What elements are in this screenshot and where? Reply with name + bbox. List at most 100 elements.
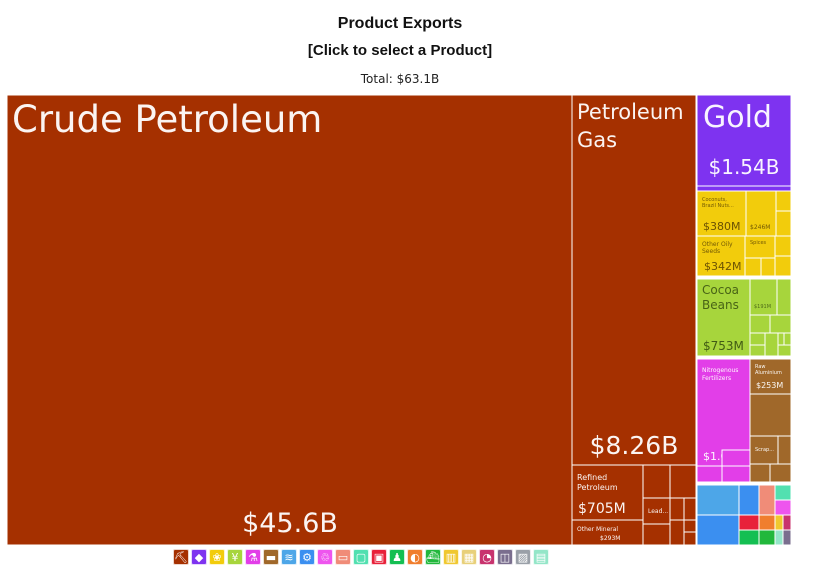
- label-cocoa-beans: Beans: [702, 298, 739, 312]
- clothing-icon[interactable]: ♟: [389, 549, 405, 565]
- tile-textiles[interactable]: [696, 484, 740, 516]
- tile-coconuts[interactable]: [696, 190, 747, 237]
- tile-raw-aluminium[interactable]: [749, 358, 792, 395]
- value-other-oily-seeds: $342M: [704, 260, 742, 273]
- tile-veg-246[interactable]: [745, 190, 777, 237]
- tile-scrap[interactable]: [749, 435, 779, 465]
- tile-transport[interactable]: [758, 529, 776, 546]
- label-refined-petroleum: Petroleum: [577, 483, 618, 492]
- mineral-products-icon[interactable]: ⛏: [173, 549, 189, 565]
- label-other-oily-seeds: Other Oily: [702, 241, 733, 248]
- value-petroleum-gas: $8.26B: [590, 431, 679, 460]
- label-other-mineral: Other Mineral: [577, 526, 618, 533]
- tile-food-small-8[interactable]: [783, 332, 792, 346]
- chemical-products-icon[interactable]: ⚗: [245, 549, 261, 565]
- tile-mineral-small-2[interactable]: [669, 497, 685, 521]
- foodstuffs-icon[interactable]: ¥: [227, 549, 243, 565]
- tile-clothing[interactable]: [738, 529, 760, 546]
- label-coconuts: Brazil Nuts...: [702, 203, 734, 209]
- tile-food-small-5[interactable]: [749, 344, 766, 357]
- instruments-icon[interactable]: ▣: [371, 549, 387, 565]
- tile-other-mineral[interactable]: [571, 519, 644, 546]
- plastics-icon[interactable]: ♲: [317, 549, 333, 565]
- wood-products-icon[interactable]: ▭: [335, 549, 351, 565]
- tile-veg-small-1[interactable]: [775, 190, 792, 212]
- tile-veg-small-5[interactable]: [774, 235, 792, 257]
- tile-hides[interactable]: [758, 514, 776, 531]
- animal-products-icon[interactable]: ▤: [533, 549, 549, 565]
- chart-title: Product Exports: [337, 15, 463, 32]
- transportation-icon[interactable]: ⛴: [425, 549, 441, 565]
- tile-plastics[interactable]: [774, 499, 792, 516]
- tile-chem-small-2[interactable]: [721, 465, 751, 483]
- tile-animal-products[interactable]: [774, 529, 784, 546]
- tile-veg-small-4[interactable]: [760, 257, 776, 277]
- tile-veg-small-3[interactable]: [744, 257, 762, 277]
- tile-weapons[interactable]: [782, 529, 792, 546]
- tile-food-small-7[interactable]: [777, 332, 785, 346]
- tile-food-small-3[interactable]: [769, 314, 792, 334]
- vegetable-products-icon[interactable]: ❀: [209, 549, 225, 565]
- tile-metals-small-2[interactable]: [749, 463, 771, 483]
- paper-goods-icon[interactable]: ▢: [353, 549, 369, 565]
- value-other-mineral: $293M: [600, 535, 620, 542]
- tile-machines[interactable]: [696, 514, 740, 546]
- stone-glass-icon[interactable]: ▥: [443, 549, 459, 565]
- tile-misc[interactable]: [782, 514, 792, 531]
- metals-icon[interactable]: ▬: [263, 549, 279, 565]
- chart-total: Total: $63.1B: [360, 72, 440, 86]
- tile-food-small-6[interactable]: [764, 332, 779, 357]
- tile-stone[interactable]: [774, 514, 784, 531]
- textiles-icon[interactable]: ≋: [281, 549, 297, 565]
- tile-precious-small[interactable]: [696, 185, 792, 192]
- tile-mineral-small-4[interactable]: [669, 519, 685, 546]
- tile-mineral-small-3[interactable]: [683, 497, 697, 521]
- tile-mineral-small-6[interactable]: [683, 531, 697, 546]
- value-refined-petroleum: $705M: [578, 501, 626, 517]
- tile-instruments[interactable]: [738, 514, 760, 531]
- label-nitrogenous-fertilizers: Nitrogenous: [702, 367, 738, 374]
- label-cocoa-beans: Cocoa: [702, 283, 739, 297]
- chart-subtitle[interactable]: [Click to select a Product]: [307, 42, 493, 59]
- tile-food-small-2[interactable]: [749, 314, 771, 334]
- value-gold: $1.54B: [709, 155, 780, 179]
- value-crude-petroleum: $45.6B: [242, 508, 338, 539]
- tile-veg-small-6[interactable]: [774, 255, 792, 277]
- footwear-icon[interactable]: ▦: [461, 549, 477, 565]
- machines-icon[interactable]: ⚙: [299, 549, 315, 565]
- arts-icon[interactable]: ▨: [515, 549, 531, 565]
- tile-metals-small-1[interactable]: [777, 435, 792, 465]
- label-refined-petroleum: Refined: [577, 473, 607, 482]
- precious-metals-icon[interactable]: ◆: [191, 549, 207, 565]
- tile-food-small-9[interactable]: [777, 344, 792, 357]
- tile-cocoa-beans[interactable]: [696, 278, 751, 357]
- tile-tin-ores[interactable]: [642, 464, 671, 499]
- miscellaneous-icon[interactable]: ◔: [479, 549, 495, 565]
- tile-crude-petroleum[interactable]: [6, 94, 573, 546]
- tile-food-small-1[interactable]: [776, 278, 792, 316]
- tile-wood[interactable]: [758, 484, 776, 516]
- tile-veg-small-2[interactable]: [775, 210, 792, 237]
- label-other-oily-seeds: Seeds: [702, 248, 720, 255]
- tile-machines-small[interactable]: [738, 484, 760, 516]
- tile-other-oily-seeds[interactable]: [696, 235, 746, 277]
- tile-tin-ores-b[interactable]: [669, 464, 697, 499]
- label-nitrogenous-fertilizers: Fertilizers: [702, 375, 731, 382]
- label-petroleum-gas: Gas: [577, 128, 617, 152]
- tile-mineral-small-5[interactable]: [683, 519, 697, 533]
- label-gold: Gold: [703, 100, 772, 135]
- tile-chem-small-1[interactable]: [696, 465, 723, 483]
- tile-nitrogenous-fertilizers[interactable]: [696, 358, 751, 467]
- tile-mineral-small-1[interactable]: [642, 523, 671, 546]
- animal-hides-icon[interactable]: ◐: [407, 549, 423, 565]
- tile-gold[interactable]: [696, 94, 792, 187]
- label-lead: Lead...: [648, 508, 668, 515]
- tile-food-small-4[interactable]: [749, 332, 766, 346]
- tile-chem-small-3[interactable]: [721, 449, 751, 467]
- tile-metals-small-3[interactable]: [769, 463, 792, 483]
- tile-petroleum-gas[interactable]: [571, 94, 697, 466]
- weapons-icon[interactable]: ◫: [497, 549, 513, 565]
- tile-metals-big[interactable]: [749, 393, 792, 437]
- tile-paper[interactable]: [774, 484, 792, 501]
